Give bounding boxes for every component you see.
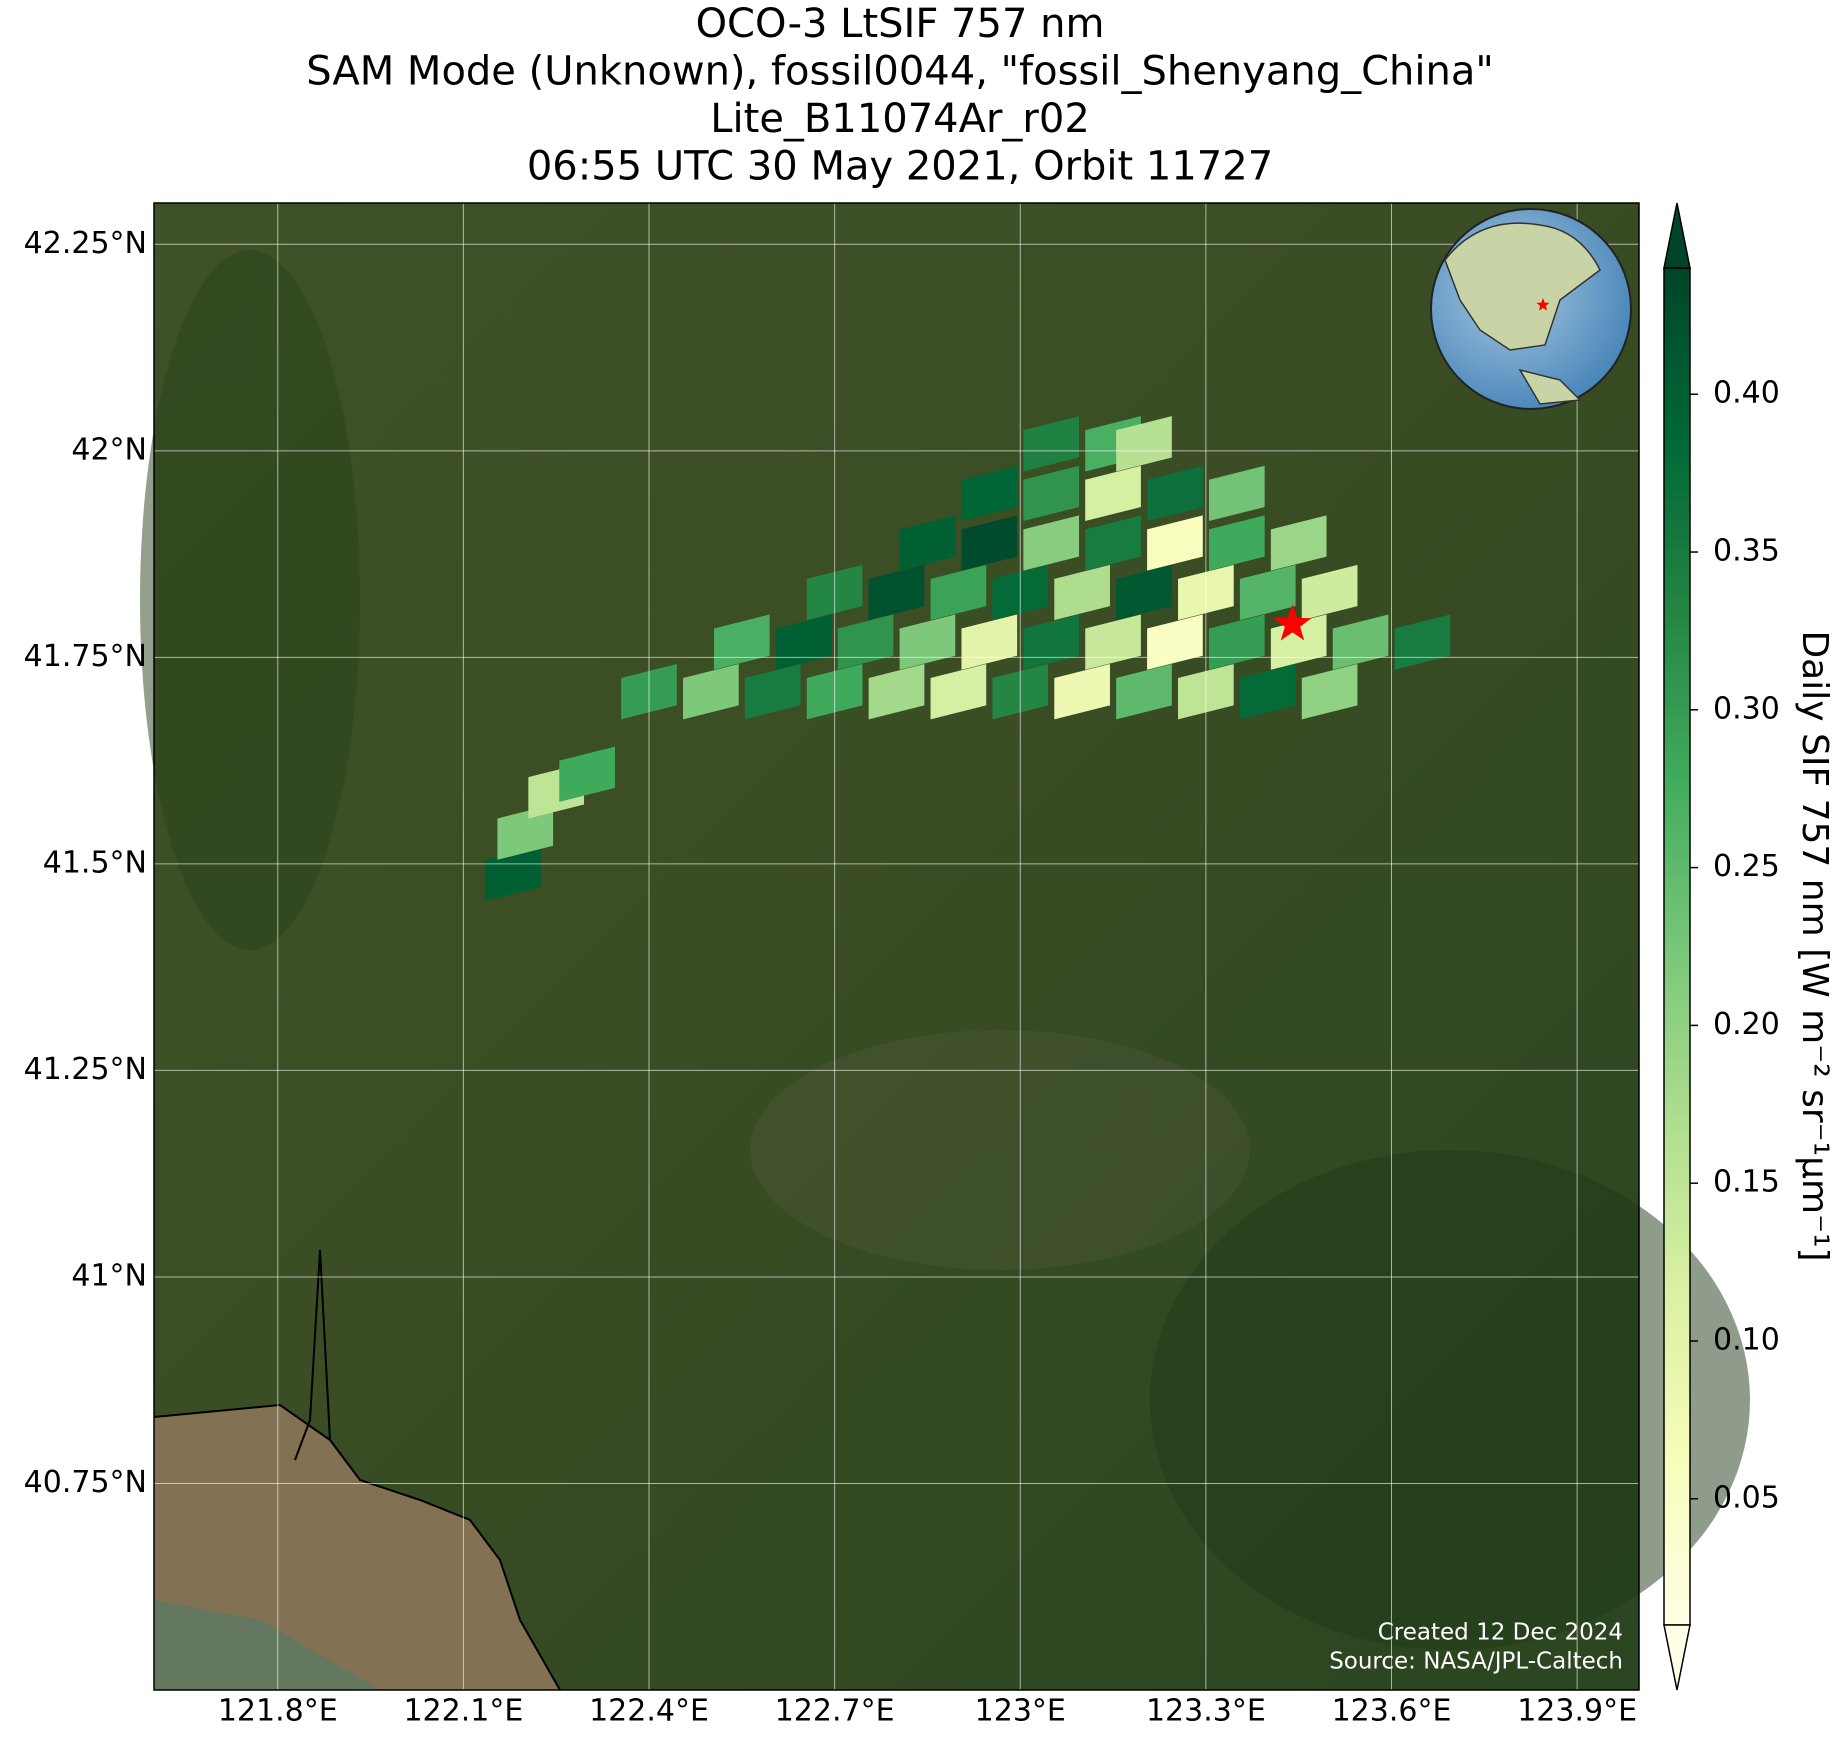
sif-cell	[961, 614, 1018, 670]
sif-cell	[683, 664, 739, 720]
y-tick-label: 42.25°N	[24, 226, 147, 261]
sif-cell	[713, 614, 770, 670]
sif-cell	[868, 564, 925, 621]
x-tick-label: 121.8°E	[218, 1694, 338, 1729]
map-background	[140, 203, 1750, 1691]
sif-cell	[1147, 515, 1203, 571]
x-tick-label: 123.9°E	[1517, 1694, 1637, 1729]
sif-cell	[899, 515, 956, 571]
chart-title: OCO-3 LtSIF 757 nm	[696, 1, 1105, 47]
colorbar-tick-label: 0.40	[1713, 376, 1780, 411]
x-tick-label: 123.6°E	[1332, 1694, 1452, 1729]
sif-cell	[961, 465, 1018, 522]
sif-cell	[961, 515, 1018, 571]
credit: Source: NASA/JPL-Caltech	[1329, 1649, 1623, 1675]
grid	[154, 203, 1639, 1690]
x-tick-label: 122.1°E	[403, 1694, 523, 1729]
y-tick-label: 42°N	[71, 432, 147, 467]
sif-cell	[1147, 614, 1203, 670]
y-tick-label: 41.75°N	[24, 639, 147, 674]
colorbar-extend-bottom	[1663, 1624, 1691, 1691]
site-marker	[1273, 604, 1312, 641]
sif-cell	[497, 804, 554, 860]
sif-cell	[1023, 465, 1080, 522]
sif-cell	[1301, 564, 1358, 621]
sif-cell	[485, 845, 541, 902]
colorbar-extend-top	[1663, 202, 1691, 269]
sif-cell	[1332, 614, 1389, 670]
sif-cell	[1116, 416, 1172, 472]
colorbar-body	[1664, 268, 1690, 1625]
x-tick-label: 123°E	[975, 1694, 1066, 1729]
map-frame	[153, 202, 1640, 1691]
sif-cell	[1270, 515, 1327, 571]
sif-cell	[1208, 465, 1265, 522]
y-tick-label: 41.5°N	[43, 845, 147, 880]
y-tick-label: 41°N	[71, 1258, 147, 1293]
sif-cell	[1023, 515, 1080, 571]
sif-cell	[1208, 515, 1265, 571]
sif-cell	[1054, 664, 1110, 720]
colorbar-tick-label: 0.25	[1713, 849, 1780, 884]
x-tick-label: 123.3°E	[1146, 1694, 1266, 1729]
inset-globe	[1430, 208, 1632, 410]
colorbar: 0.05 0.10 0.15 0.20 0.25 0.30 0.35 0.40	[1663, 202, 1780, 1691]
sif-cell	[1301, 664, 1358, 720]
inset-site-marker	[1536, 298, 1550, 311]
x-tick-label: 122.7°E	[775, 1694, 895, 1729]
sif-cell	[1054, 564, 1110, 621]
sif-cell	[930, 564, 987, 621]
sif-cell	[1116, 564, 1172, 621]
sif-cell	[1085, 465, 1141, 522]
chart-title: Lite_B11074Ar_r02	[710, 96, 1090, 142]
sif-cell	[930, 664, 987, 720]
sif-cell	[1085, 515, 1141, 571]
chart-title: 06:55 UTC 30 May 2021, Orbit 11727	[527, 144, 1273, 190]
sif-cell	[1239, 664, 1296, 720]
sif-cell	[1208, 614, 1265, 670]
sif-cell	[837, 614, 894, 670]
colorbar-tick-label: 0.05	[1713, 1480, 1780, 1515]
y-tick-label: 41.25°N	[24, 1052, 147, 1087]
sif-cell	[1085, 614, 1141, 670]
credit: Created 12 Dec 2024	[1378, 1620, 1623, 1646]
colorbar-tick-label: 0.15	[1713, 1165, 1780, 1200]
sif-cell	[868, 664, 925, 720]
colorbar-tick-label: 0.10	[1713, 1322, 1780, 1357]
sif-cell	[744, 664, 801, 720]
y-tick-label: 40.75°N	[24, 1465, 147, 1500]
chart-title: SAM Mode (Unknown), fossil0044, "fossil_…	[306, 49, 1494, 95]
sif-cell	[559, 746, 615, 802]
sif-cell	[1116, 664, 1172, 720]
colorbar-tick-label: 0.30	[1713, 691, 1780, 726]
colorbar-label: Daily SIF 757 nm [W m⁻² sr⁻¹μm⁻¹]	[1794, 630, 1835, 1261]
colorbar-tick-label: 0.20	[1713, 1007, 1780, 1042]
x-tick-label: 122.4°E	[589, 1694, 709, 1729]
colorbar-tick-label: 0.35	[1713, 534, 1780, 569]
sif-cells	[485, 416, 1451, 902]
sif-cell	[775, 614, 832, 670]
sif-cell	[1147, 465, 1203, 522]
sif-cell	[1023, 416, 1080, 472]
sif-cell	[899, 614, 956, 670]
sif-cell	[1394, 614, 1451, 670]
sif-cell	[1239, 564, 1296, 621]
sif-cell	[1023, 614, 1080, 670]
